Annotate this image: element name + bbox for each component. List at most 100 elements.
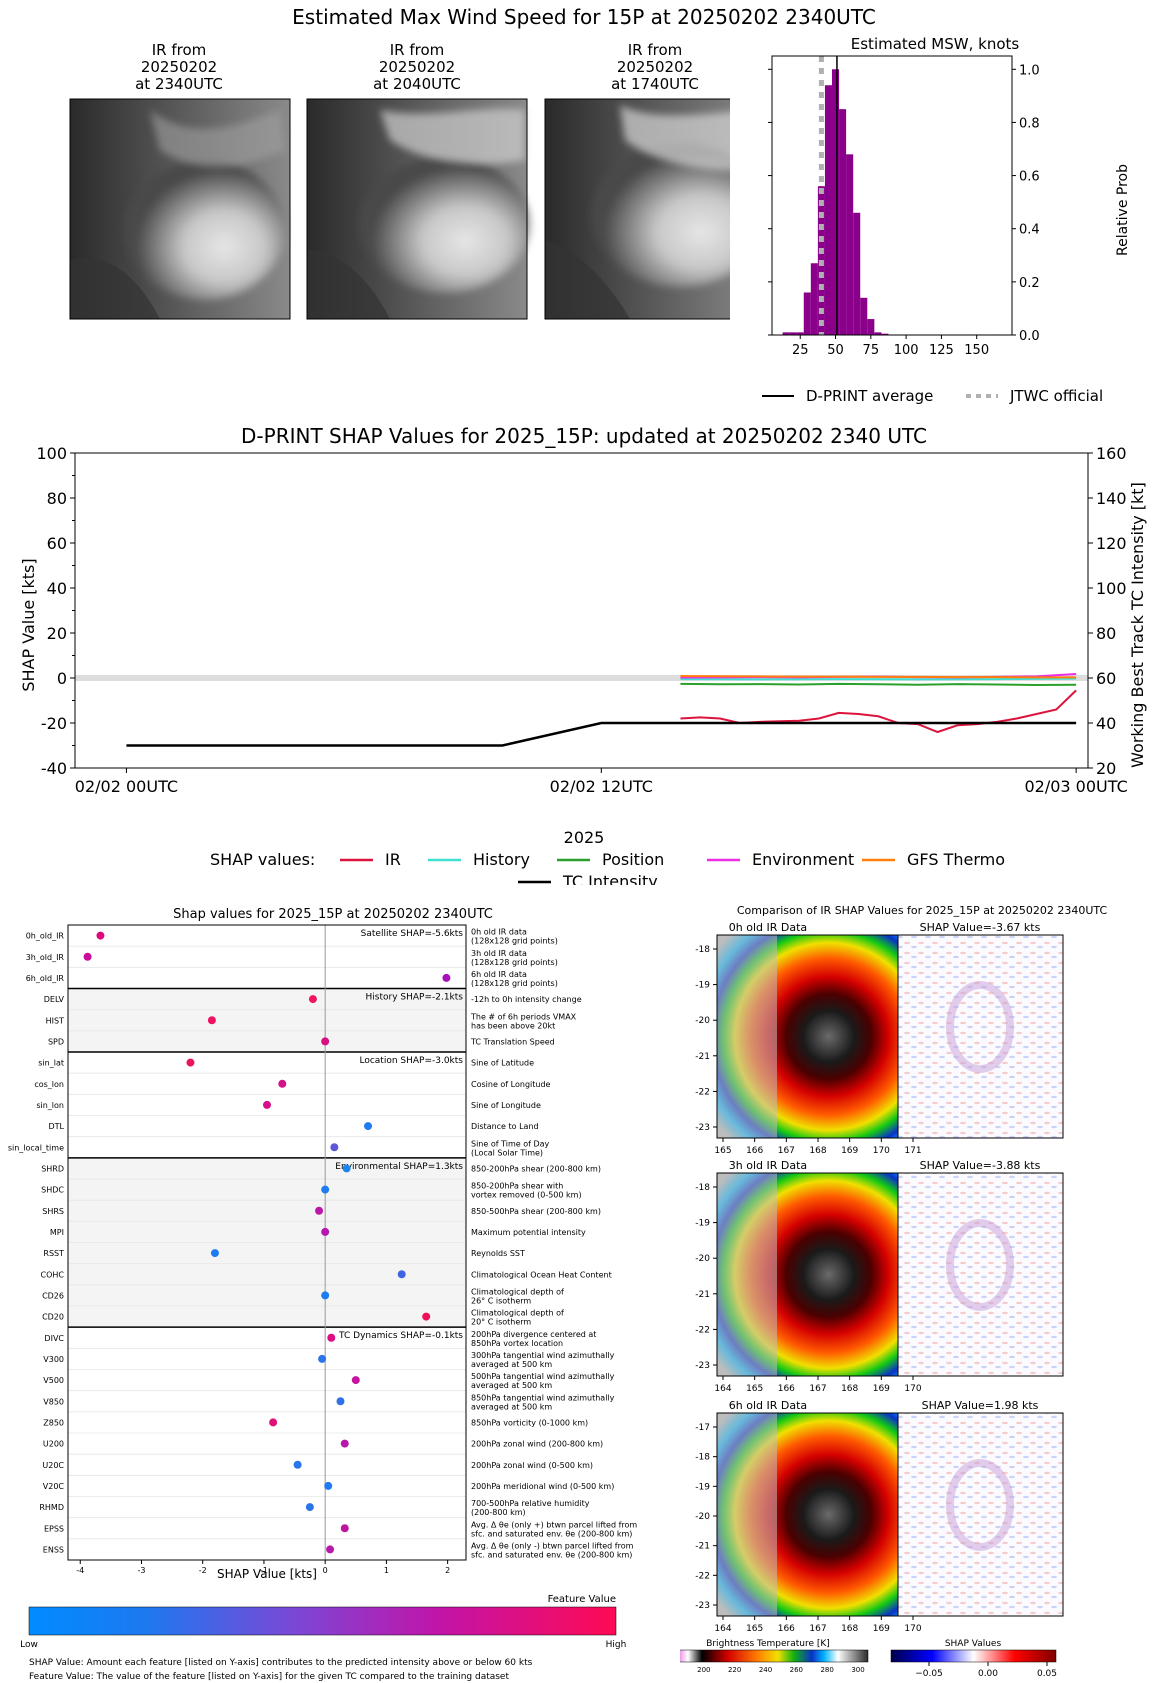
ir-x-tick-label: 164 <box>714 1624 731 1634</box>
y-tick-label: 60 <box>47 534 67 553</box>
feature-name: SHRS <box>42 1207 64 1216</box>
feature-desc: 0h old IR data <box>471 928 527 937</box>
legend-dprint-label: D-PRINT average <box>806 387 933 405</box>
feature-name: 6h_old_IR <box>26 974 65 983</box>
x-tick-label: -2 <box>199 1566 207 1575</box>
comparison-row: 6h old IR Data SHAP Value=1.98 kts 164 165 1… <box>695 1399 1064 1634</box>
feature-name: V500 <box>43 1376 64 1385</box>
ir-x-tick-label: 166 <box>778 1384 795 1394</box>
y2-tick-label: 120 <box>1096 534 1127 553</box>
feature-desc: 26° C isotherm <box>471 1296 531 1305</box>
shap-image-hotspot <box>946 1219 1014 1311</box>
feature-name: U20C <box>42 1461 64 1470</box>
y-tick-label: 0.6 <box>1019 170 1040 185</box>
shap-image <box>898 935 1063 1138</box>
ir-y-tick-label: -22 <box>695 1325 710 1335</box>
ir-data-title: 3h old IR Data <box>729 1159 807 1172</box>
colorbar-title: Feature Value <box>548 1594 616 1605</box>
feature-name: HIST <box>46 1016 64 1025</box>
plot-area <box>75 453 1088 768</box>
feature-name: sin_lon <box>36 1101 64 1110</box>
histogram-bar <box>782 332 790 335</box>
feature-name: DELV <box>44 995 65 1004</box>
shap-point-mpi <box>321 1227 330 1236</box>
shap-tick-label: 0.00 <box>978 1669 998 1679</box>
shap-point-v500 <box>351 1376 360 1385</box>
ir-x-tick-label: 170 <box>904 1624 921 1634</box>
series-line-history <box>680 677 1077 681</box>
feature-desc: (128x128 grid points) <box>471 958 558 967</box>
shap-feature-scatter: Shap values for 2025_15P at 20250202 234… <box>8 907 638 1682</box>
feature-desc: 300hPa tangential wind azimuthally <box>471 1351 615 1360</box>
ir-y-tick-label: -21 <box>695 1052 710 1062</box>
ir-y-tick-label: -22 <box>695 1571 710 1581</box>
group-label: Location SHAP=-3.0kts <box>359 1056 463 1066</box>
feature-desc: (128x128 grid points) <box>471 979 558 988</box>
shap-timeseries-chart: D-PRINT SHAP Values for 2025_15P: update… <box>19 424 1147 885</box>
feature-desc: Avg. Δ θe (only +) btwn parcel lifted fr… <box>471 1520 637 1529</box>
y-tick-label: 20 <box>47 624 67 643</box>
feature-name: SPD <box>48 1037 64 1046</box>
comparison-row: 3h old IR Data SHAP Value=-3.88 kts 164 165… <box>695 1159 1064 1394</box>
ir-y-tick-label: -19 <box>695 1219 710 1229</box>
x-tick-label: -1 <box>260 1566 268 1575</box>
feature-name: DIVC <box>44 1334 64 1343</box>
histogram-bar <box>860 297 868 335</box>
shap-point-cohc <box>397 1270 406 1279</box>
group-band <box>68 988 466 1052</box>
x-tick-label: 150 <box>964 343 989 358</box>
shap-point-u200 <box>340 1439 349 1448</box>
histogram-bar <box>839 109 847 336</box>
ir-y-tick-label: -19 <box>695 1482 710 1492</box>
feature-desc: Avg. Δ θe (only -) btwn parcel lifted fr… <box>471 1541 634 1550</box>
ir-shap-comparison: Comparison of IR SHAP Values for 2025_15… <box>680 904 1107 1679</box>
ir-x-tick-label: 165 <box>746 1624 763 1634</box>
feature-desc: averaged at 500 km <box>471 1402 552 1411</box>
ir-x-tick-label: 167 <box>809 1384 826 1394</box>
ir-x-tick-label: 168 <box>841 1384 858 1394</box>
feature-desc: (128x128 grid points) <box>471 937 558 946</box>
ir-panels: IR from 20250202 at 2340UTC IR from 2025… <box>69 41 730 320</box>
ir-panel-1740: IR from 20250202 at 1740UTC <box>544 41 730 320</box>
shap-point-v300 <box>318 1354 327 1363</box>
ir-x-tick-label: 170 <box>904 1384 921 1394</box>
scatter-title: Shap values for 2025_15P at 20250202 234… <box>173 907 493 922</box>
feature-name: V300 <box>43 1355 64 1364</box>
timeseries-xlabel: 2025 <box>564 828 605 847</box>
feature-desc: 850hPa vortex location <box>471 1339 563 1348</box>
feature-desc: Sine of Latitude <box>471 1059 534 1068</box>
shap-point-shdc <box>321 1185 330 1194</box>
ir-x-tick-label: 166 <box>778 1624 795 1634</box>
feature-desc: -12h to 0h intensity change <box>471 995 582 1004</box>
feature-name: CD26 <box>42 1291 64 1300</box>
ir-y-tick-label: -18 <box>695 1453 710 1463</box>
feature-value-colorbar <box>28 1606 617 1636</box>
y-tick-label: -40 <box>41 759 67 778</box>
group-band <box>68 925 466 989</box>
x-tick-label: 25 <box>792 343 809 358</box>
shap-point-delv <box>308 995 317 1004</box>
ir-panel-title-line3: at 2340UTC <box>135 75 223 93</box>
legend-title: SHAP values: <box>210 850 315 869</box>
shap-value-title: SHAP Value=-3.67 kts <box>920 921 1041 934</box>
ir-y-tick-label: -22 <box>695 1087 710 1097</box>
scatter-frame <box>67 924 467 1561</box>
bt-tick-label: 300 <box>851 1666 864 1674</box>
ir-x-tick-label: 165 <box>714 1146 731 1156</box>
shap-value-title: SHAP Value=1.98 kts <box>922 1399 1039 1412</box>
shap-point-hist <box>207 1016 216 1025</box>
feature-name: ENSS <box>43 1545 64 1554</box>
ir-x-tick-label: 167 <box>809 1624 826 1634</box>
page-title: Estimated Max Wind Speed for 15P at 2025… <box>292 5 876 29</box>
colorbar-high-label: High <box>606 1640 627 1650</box>
feature-desc: 700-500hPa relative humidity <box>471 1499 590 1508</box>
shap-colorbar-title: SHAP Values <box>945 1639 1002 1649</box>
feature-name: sin_lat <box>38 1059 64 1068</box>
y2-tick-label: 160 <box>1096 444 1127 463</box>
feature-desc: 6h old IR data <box>471 970 527 979</box>
ir-image-clear-sky <box>717 935 777 1138</box>
timeseries-title: D-PRINT SHAP Values for 2025_15P: update… <box>241 424 927 448</box>
feature-desc: Climatological Ocean Heat Content <box>471 1270 612 1279</box>
feature-desc: Reynolds SST <box>471 1249 525 1258</box>
feature-name: cos_lon <box>34 1080 64 1089</box>
